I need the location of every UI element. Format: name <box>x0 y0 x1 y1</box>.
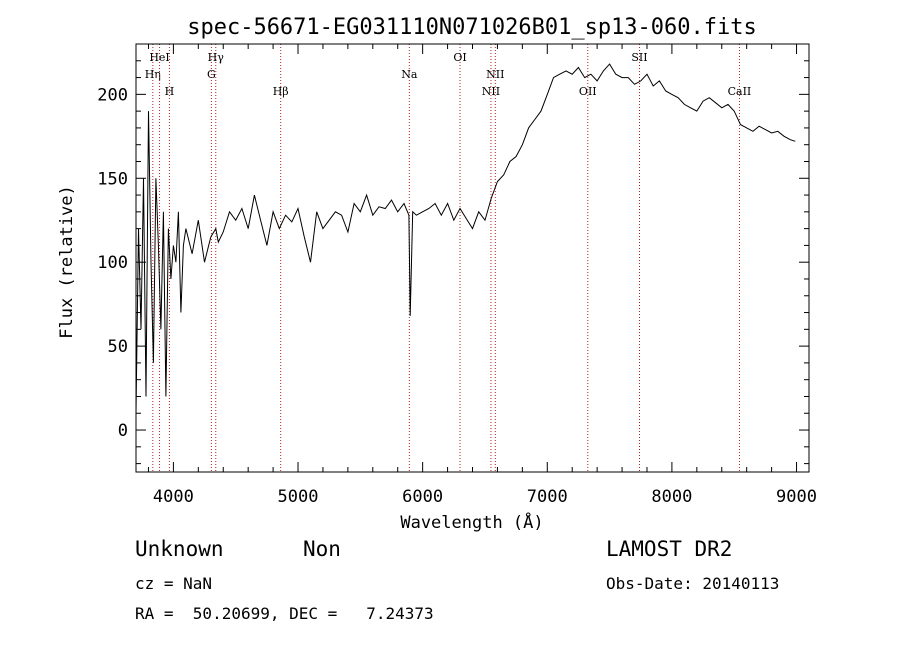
y-tick-label: 0 <box>118 421 128 441</box>
y-tick-label: 50 <box>108 337 128 357</box>
object-subclass: Non <box>303 537 341 561</box>
x-axis: 4000 5000 6000 7000 8000 9000 <box>147 44 817 507</box>
y-axis: 0 50 100 150 200 <box>97 60 809 465</box>
marker-label: SII <box>631 51 647 64</box>
marker-label: Hη <box>145 68 161 81</box>
x-tick-label: 6000 <box>402 487 443 507</box>
marker-label: Na <box>401 68 418 81</box>
marker-label: OI <box>453 51 466 64</box>
x-tick-label: 8000 <box>651 487 692 507</box>
object-class: Unknown <box>135 537 224 561</box>
survey-name: LAMOST DR2 <box>606 537 733 561</box>
marker-label: Hγ <box>208 51 225 64</box>
y-tick-label: 100 <box>97 253 128 273</box>
y-axis-label: Flux (relative) <box>57 185 77 339</box>
redshift-value: cz = NaN <box>135 574 213 593</box>
x-tick-label: 7000 <box>527 487 568 507</box>
marker-label: OII <box>579 85 597 98</box>
marker-label: HeI <box>149 51 169 64</box>
marker-label: G <box>207 68 216 81</box>
emission-line-markers: Hη HeI H Hγ G Hβ Na OI NII NII OII SII CaII <box>145 44 752 472</box>
y-tick-label: 200 <box>97 85 128 105</box>
x-tick-label: 4000 <box>153 487 194 507</box>
marker-label: H <box>165 85 175 98</box>
marker-label: NII <box>482 85 500 98</box>
coordinates: RA = 50.20699, DEC = 7.24373 <box>135 604 434 623</box>
x-axis-label: Wavelength (Å) <box>400 511 543 533</box>
x-tick-label: 5000 <box>278 487 319 507</box>
marker-label: CaII <box>728 85 752 98</box>
x-tick-label: 9000 <box>776 487 817 507</box>
y-tick-label: 150 <box>97 169 128 189</box>
marker-label: NII <box>486 68 504 81</box>
chart-title: spec-56671-EG031110N071026B01_sp13-060.f… <box>187 15 757 40</box>
marker-label: Hβ <box>273 85 289 98</box>
plot-frame <box>135 43 810 473</box>
observation-date: Obs-Date: 20140113 <box>606 574 780 593</box>
spectrum-line <box>135 63 796 414</box>
